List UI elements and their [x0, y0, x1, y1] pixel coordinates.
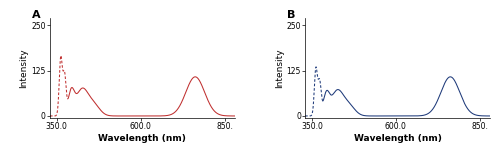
Text: A: A	[32, 10, 40, 20]
Text: B: B	[286, 10, 295, 20]
Y-axis label: Intensity: Intensity	[274, 48, 283, 88]
X-axis label: Wavelength (nm): Wavelength (nm)	[354, 134, 442, 143]
X-axis label: Wavelength (nm): Wavelength (nm)	[98, 134, 186, 143]
Y-axis label: Intensity: Intensity	[20, 48, 28, 88]
